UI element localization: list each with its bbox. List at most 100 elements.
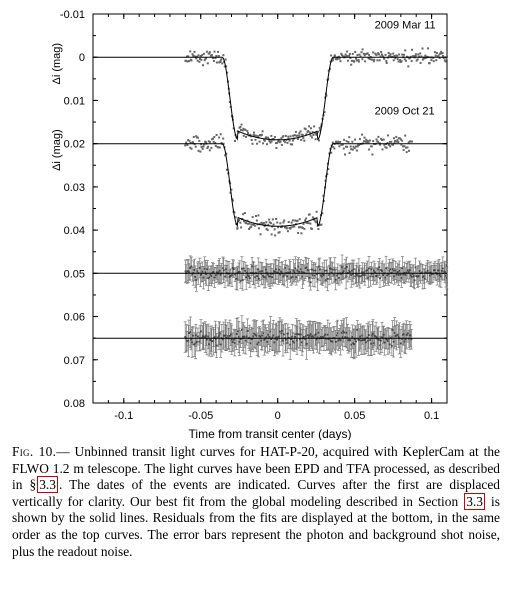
- data-point: [330, 151, 333, 154]
- data-point: [311, 131, 314, 134]
- section-reference-link[interactable]: 3.3: [464, 492, 485, 510]
- data-point: [270, 140, 273, 143]
- data-point: [384, 53, 387, 56]
- data-point: [345, 55, 348, 57]
- residual-point: [385, 267, 387, 270]
- residual-point: [370, 268, 373, 271]
- residual-point: [295, 333, 298, 335]
- data-point: [402, 145, 404, 148]
- data-point: [267, 223, 270, 226]
- data-point: [272, 223, 275, 226]
- data-point: [358, 53, 361, 56]
- residual-point: [405, 334, 408, 336]
- data-point: [190, 59, 193, 62]
- data-point: [265, 221, 268, 224]
- section-reference-link[interactable]: 3.3: [37, 476, 58, 494]
- residual-point: [257, 268, 260, 271]
- residual-point: [307, 269, 310, 272]
- residual-point: [262, 332, 265, 335]
- data-point: [200, 58, 203, 61]
- x-tick-label: -0.05: [188, 410, 213, 422]
- data-point: [333, 54, 336, 57]
- residual-point: [379, 277, 381, 280]
- data-point: [233, 211, 236, 214]
- residual-point: [275, 336, 278, 339]
- residual-point: [288, 268, 291, 271]
- data-point: [268, 218, 271, 221]
- data-point: [408, 56, 411, 59]
- data-point: [419, 62, 422, 64]
- data-point: [262, 142, 265, 145]
- data-point: [345, 140, 348, 143]
- residual-point: [250, 338, 253, 341]
- data-point: [357, 60, 360, 63]
- residual-point: [191, 341, 193, 344]
- data-point: [308, 125, 311, 128]
- data-point: [432, 56, 435, 59]
- data-point: [400, 143, 403, 146]
- data-point: [430, 59, 433, 62]
- residual-point: [444, 271, 446, 273]
- data-point: [394, 57, 397, 60]
- data-point: [350, 148, 353, 151]
- data-point: [399, 138, 402, 141]
- residual-point: [212, 271, 215, 273]
- data-point: [363, 140, 366, 143]
- data-point: [187, 55, 190, 58]
- residual-point: [195, 334, 197, 337]
- residual-point: [382, 274, 385, 276]
- residual-point: [401, 267, 404, 270]
- data-point: [243, 220, 246, 223]
- figure-caption: Fig. 10.— Unbinned transit light curves …: [12, 444, 500, 560]
- data-point: [386, 142, 389, 144]
- residual-point: [305, 266, 308, 269]
- data-point: [240, 123, 243, 126]
- residual-point: [355, 340, 357, 343]
- residual-point: [265, 336, 268, 339]
- residual-point: [209, 273, 212, 276]
- data-point: [259, 233, 262, 236]
- data-point: [203, 143, 205, 146]
- data-point: [199, 58, 201, 60]
- residual-point: [263, 339, 266, 341]
- data-point: [423, 57, 426, 60]
- y-tick-label: 0.01: [64, 95, 85, 107]
- residual-point: [445, 274, 447, 277]
- data-point: [385, 62, 388, 64]
- residual-point: [298, 270, 301, 273]
- data-point: [205, 50, 208, 53]
- residual-point: [292, 340, 294, 343]
- residual-point: [297, 265, 300, 268]
- residual-point: [310, 268, 313, 271]
- residual-point: [412, 275, 415, 278]
- data-point: [318, 126, 321, 129]
- data-point: [194, 145, 197, 148]
- data-point: [335, 140, 338, 143]
- data-point: [338, 57, 341, 60]
- data-point: [261, 130, 264, 133]
- data-point: [186, 55, 188, 58]
- residual-point: [391, 344, 393, 347]
- residual-point: [312, 269, 315, 272]
- caption-text-3: is shown by the solid lines. Residuals f…: [12, 493, 500, 559]
- residual-point: [301, 275, 304, 278]
- residual-point: [241, 328, 243, 331]
- residual-point: [353, 343, 356, 346]
- data-point: [246, 222, 249, 225]
- data-point: [198, 139, 201, 142]
- residual-point: [222, 269, 225, 272]
- data-point: [310, 227, 313, 230]
- data-point: [184, 144, 187, 147]
- residual-point: [398, 269, 401, 272]
- residual-point: [285, 338, 287, 341]
- data-point: [311, 136, 313, 139]
- data-point: [217, 146, 220, 149]
- data-point: [371, 153, 374, 156]
- residual-point: [257, 341, 260, 344]
- residual-point: [315, 338, 318, 341]
- residual-point: [198, 340, 201, 343]
- data-point: [240, 226, 243, 229]
- residual-point: [277, 336, 280, 338]
- residual-point: [210, 340, 213, 343]
- residual-point: [207, 335, 210, 338]
